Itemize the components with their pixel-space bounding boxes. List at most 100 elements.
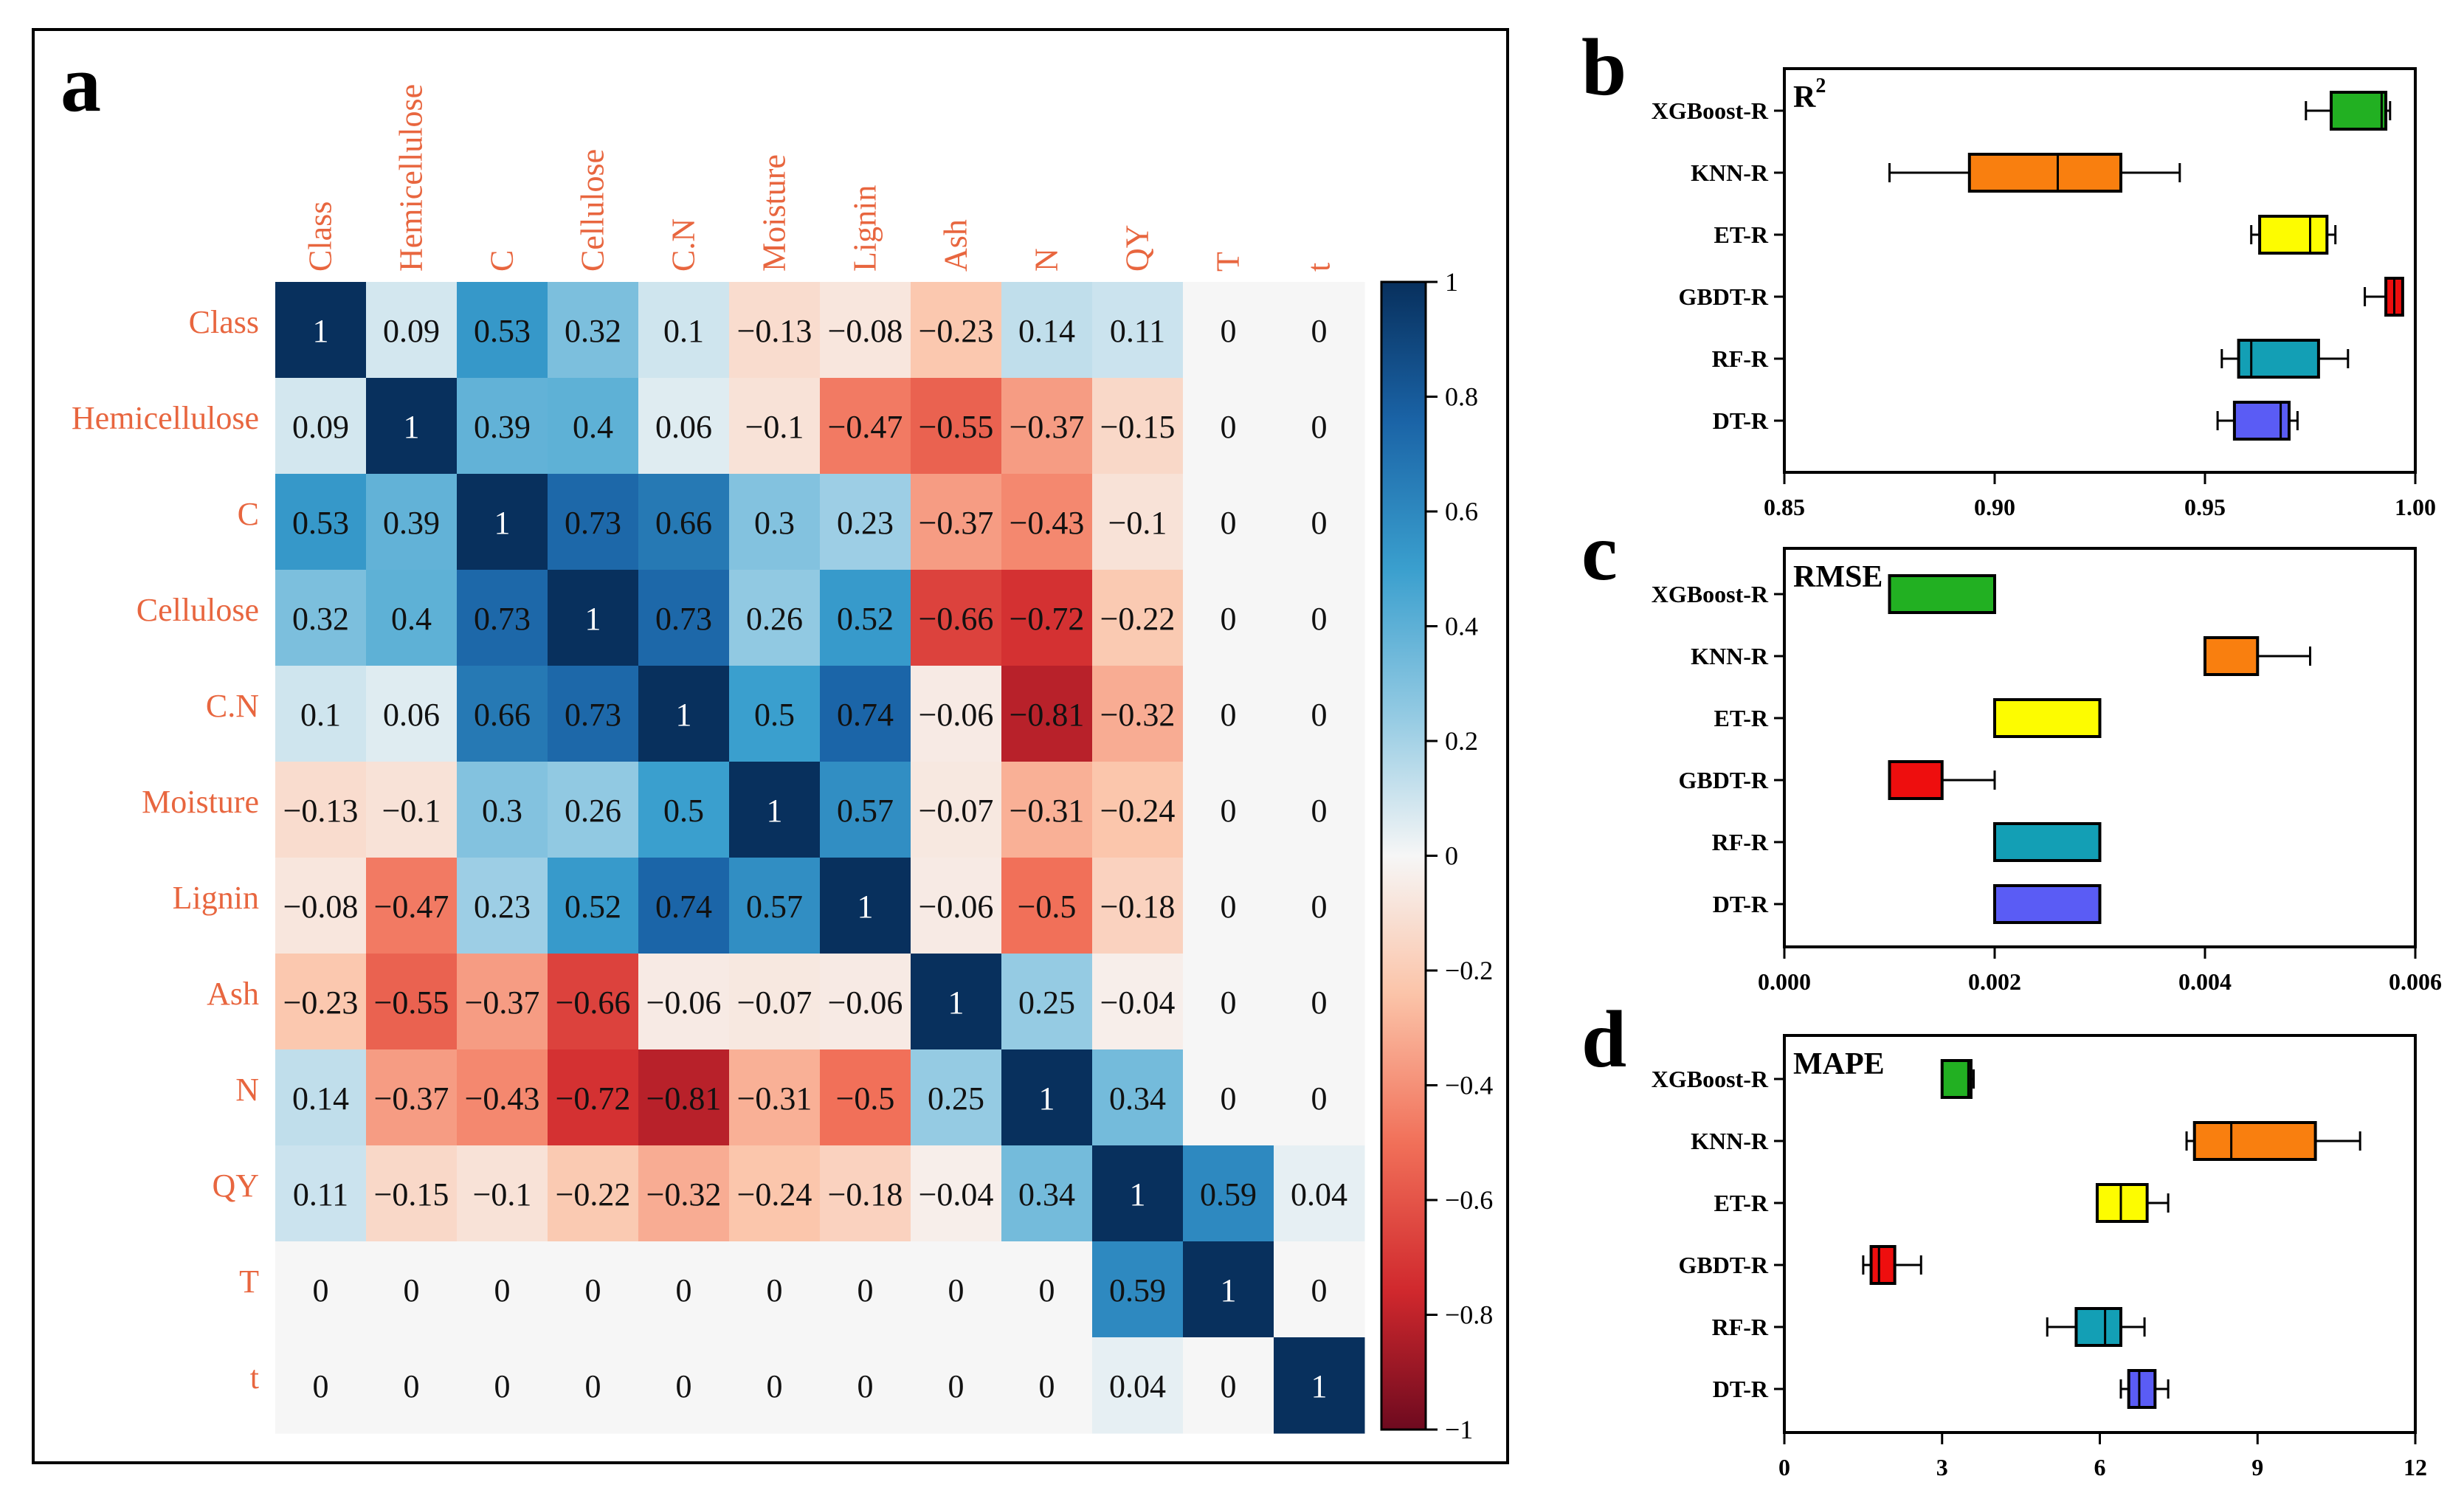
boxplot-rmse: RMSE 0.000 0.002 0.004 0.006 XGBoost-R KNN-R ET… <box>1652 547 2442 995</box>
heatmap-cell-10-6 <box>820 1241 911 1338</box>
colorbar-tick-label-5: 0 <box>1445 841 1458 871</box>
heatmap-cell-3-5 <box>729 570 821 666</box>
heatmap-cell-0-6 <box>820 282 911 379</box>
heatmap-value-4-1: 0.06 <box>383 697 440 733</box>
heatmap-cell-6-4 <box>638 858 730 954</box>
heatmap-cell-1-0 <box>275 378 367 475</box>
heatmap-cell-2-8 <box>1001 474 1093 570</box>
heatmap-value-1-3: 0.4 <box>573 409 613 445</box>
heatmap-value-9-1: −0.15 <box>374 1176 449 1213</box>
boxplot-d-category-dt-r: DT-R <box>1713 1376 1769 1402</box>
heatmap-cell-10-11 <box>1274 1241 1365 1338</box>
col-label-cellulose-3: Cellulose <box>575 149 611 272</box>
col-label-qy-9: QY <box>1119 224 1156 272</box>
heatmap-cell-0-4 <box>638 282 730 379</box>
heatmap-cell-5-9 <box>1092 762 1184 858</box>
heatmap-value-5-6: 0.57 <box>837 793 894 829</box>
heatmap-cell-3-11 <box>1274 570 1365 666</box>
heatmap-cell-0-11 <box>1274 282 1365 379</box>
heatmap-cell-1-3 <box>548 378 639 475</box>
heatmap-cell-3-1 <box>366 570 458 666</box>
heatmap-cell-8-6 <box>820 1049 911 1146</box>
heatmap-cell-11-10 <box>1183 1337 1274 1434</box>
heatmap-value-6-3: 0.52 <box>565 889 621 925</box>
boxplot-d-box-et-r <box>2095 1183 2149 1223</box>
heatmap-value-11-9: 0.04 <box>1109 1368 1166 1404</box>
heatmap-value-5-2: 0.3 <box>482 793 522 829</box>
heatmap-cell-2-6 <box>820 474 911 570</box>
heatmap-cell-4-3 <box>548 666 639 762</box>
heatmap-value-6-7: −0.06 <box>919 889 994 925</box>
boxplot-b-xtick-label-2: 0.95 <box>2184 494 2226 520</box>
heatmap-value-9-0: 0.11 <box>293 1176 348 1213</box>
col-label-c-2: C <box>484 250 520 272</box>
heatmap-cell-8-2 <box>457 1049 548 1146</box>
boxplot-c-box-et-r <box>1993 698 2102 738</box>
boxplot-b-frame <box>1783 67 2417 474</box>
heatmap-cell-4-9 <box>1092 666 1184 762</box>
heatmap-cell-11-11 <box>1274 1337 1365 1434</box>
heatmap-value-4-7: −0.06 <box>919 697 994 733</box>
heatmap-cell-3-2 <box>457 570 548 666</box>
heatmap-value-8-1: −0.37 <box>374 1080 449 1117</box>
colorbar-tick-label-9: −0.8 <box>1445 1300 1493 1330</box>
col-label-c-n-4: C.N <box>666 218 702 272</box>
boxplot-d-category-xgboost-r: XGBoost-R <box>1652 1066 1769 1092</box>
heatmap-value-0-1: 0.09 <box>383 313 440 349</box>
heatmap-value-6-6: 1 <box>857 889 874 925</box>
heatmap-value-11-5: 0 <box>767 1368 783 1404</box>
heatmap-cell-6-3 <box>548 858 639 954</box>
boxplot-b-box-xgboost-r <box>2330 91 2388 131</box>
heatmap-cell-3-9 <box>1092 570 1184 666</box>
heatmap-value-7-3: −0.66 <box>556 985 631 1021</box>
col-label-class-0: Class <box>303 201 339 272</box>
heatmap-value-10-8: 0 <box>1039 1272 1055 1309</box>
heatmap-cell-10-10 <box>1183 1241 1274 1338</box>
boxplot-d-box-gbdt-r <box>1869 1245 1897 1285</box>
heatmap-value-2-0: 0.53 <box>292 505 349 541</box>
correlation-heatmap: 1 0.09 0.53 0.32 0.1 −0.13 −0.08 −0.23 0.14 0.11 0… <box>72 84 1365 1434</box>
heatmap-cell-10-7 <box>911 1241 1002 1338</box>
heatmap-value-6-2: 0.23 <box>474 889 531 925</box>
boxplot-d-xtick-label-4: 12 <box>2403 1454 2427 1480</box>
heatmap-value-7-6: −0.06 <box>828 985 903 1021</box>
heatmap-cell-5-4 <box>638 762 730 858</box>
boxplot-d-box-dt-r <box>2127 1369 2157 1409</box>
heatmap-cell-6-7 <box>911 858 1002 954</box>
heatmap-value-5-8: −0.31 <box>1010 793 1085 829</box>
heatmap-value-9-3: −0.22 <box>556 1176 631 1213</box>
heatmap-cell-5-8 <box>1001 762 1093 858</box>
heatmap-cell-2-10 <box>1183 474 1274 570</box>
heatmap-cell-6-6 <box>820 858 911 954</box>
heatmap-value-0-7: −0.23 <box>919 313 994 349</box>
row-label-cellulose-3: Cellulose <box>137 592 259 628</box>
heatmap-value-9-8: 0.34 <box>1018 1176 1075 1213</box>
heatmap-cell-7-7 <box>911 954 1002 1050</box>
heatmap-value-7-9: −0.04 <box>1100 985 1176 1021</box>
heatmap-cell-8-4 <box>638 1049 730 1146</box>
heatmap-value-6-0: −0.08 <box>283 889 359 925</box>
heatmap-cell-0-8 <box>1001 282 1093 379</box>
heatmap-cell-9-7 <box>911 1145 1002 1242</box>
heatmap-cell-7-11 <box>1274 954 1365 1050</box>
heatmap-value-3-10: 0 <box>1221 601 1237 637</box>
heatmap-value-3-4: 0.73 <box>655 601 712 637</box>
heatmap-cell-7-3 <box>548 954 639 1050</box>
heatmap-value-3-8: −0.72 <box>1010 601 1085 637</box>
heatmap-value-11-2: 0 <box>494 1368 511 1404</box>
colorbar-tick-label-8: −0.6 <box>1445 1185 1493 1215</box>
heatmap-cell-2-9 <box>1092 474 1184 570</box>
row-label-ash-7: Ash <box>207 976 259 1012</box>
heatmap-value-11-0: 0 <box>313 1368 329 1404</box>
heatmap-cell-4-7 <box>911 666 1002 762</box>
heatmap-value-10-6: 0 <box>857 1272 874 1309</box>
heatmap-cell-5-6 <box>820 762 911 858</box>
heatmap-value-7-8: 0.25 <box>1018 985 1075 1021</box>
heatmap-value-10-4: 0 <box>676 1272 692 1309</box>
heatmap-value-0-8: 0.14 <box>1018 313 1075 349</box>
heatmap-value-1-0: 0.09 <box>292 409 349 445</box>
heatmap-cell-3-7 <box>911 570 1002 666</box>
heatmap-cell-0-2 <box>457 282 548 379</box>
boxplot-c-title: RMSE <box>1793 560 1882 594</box>
